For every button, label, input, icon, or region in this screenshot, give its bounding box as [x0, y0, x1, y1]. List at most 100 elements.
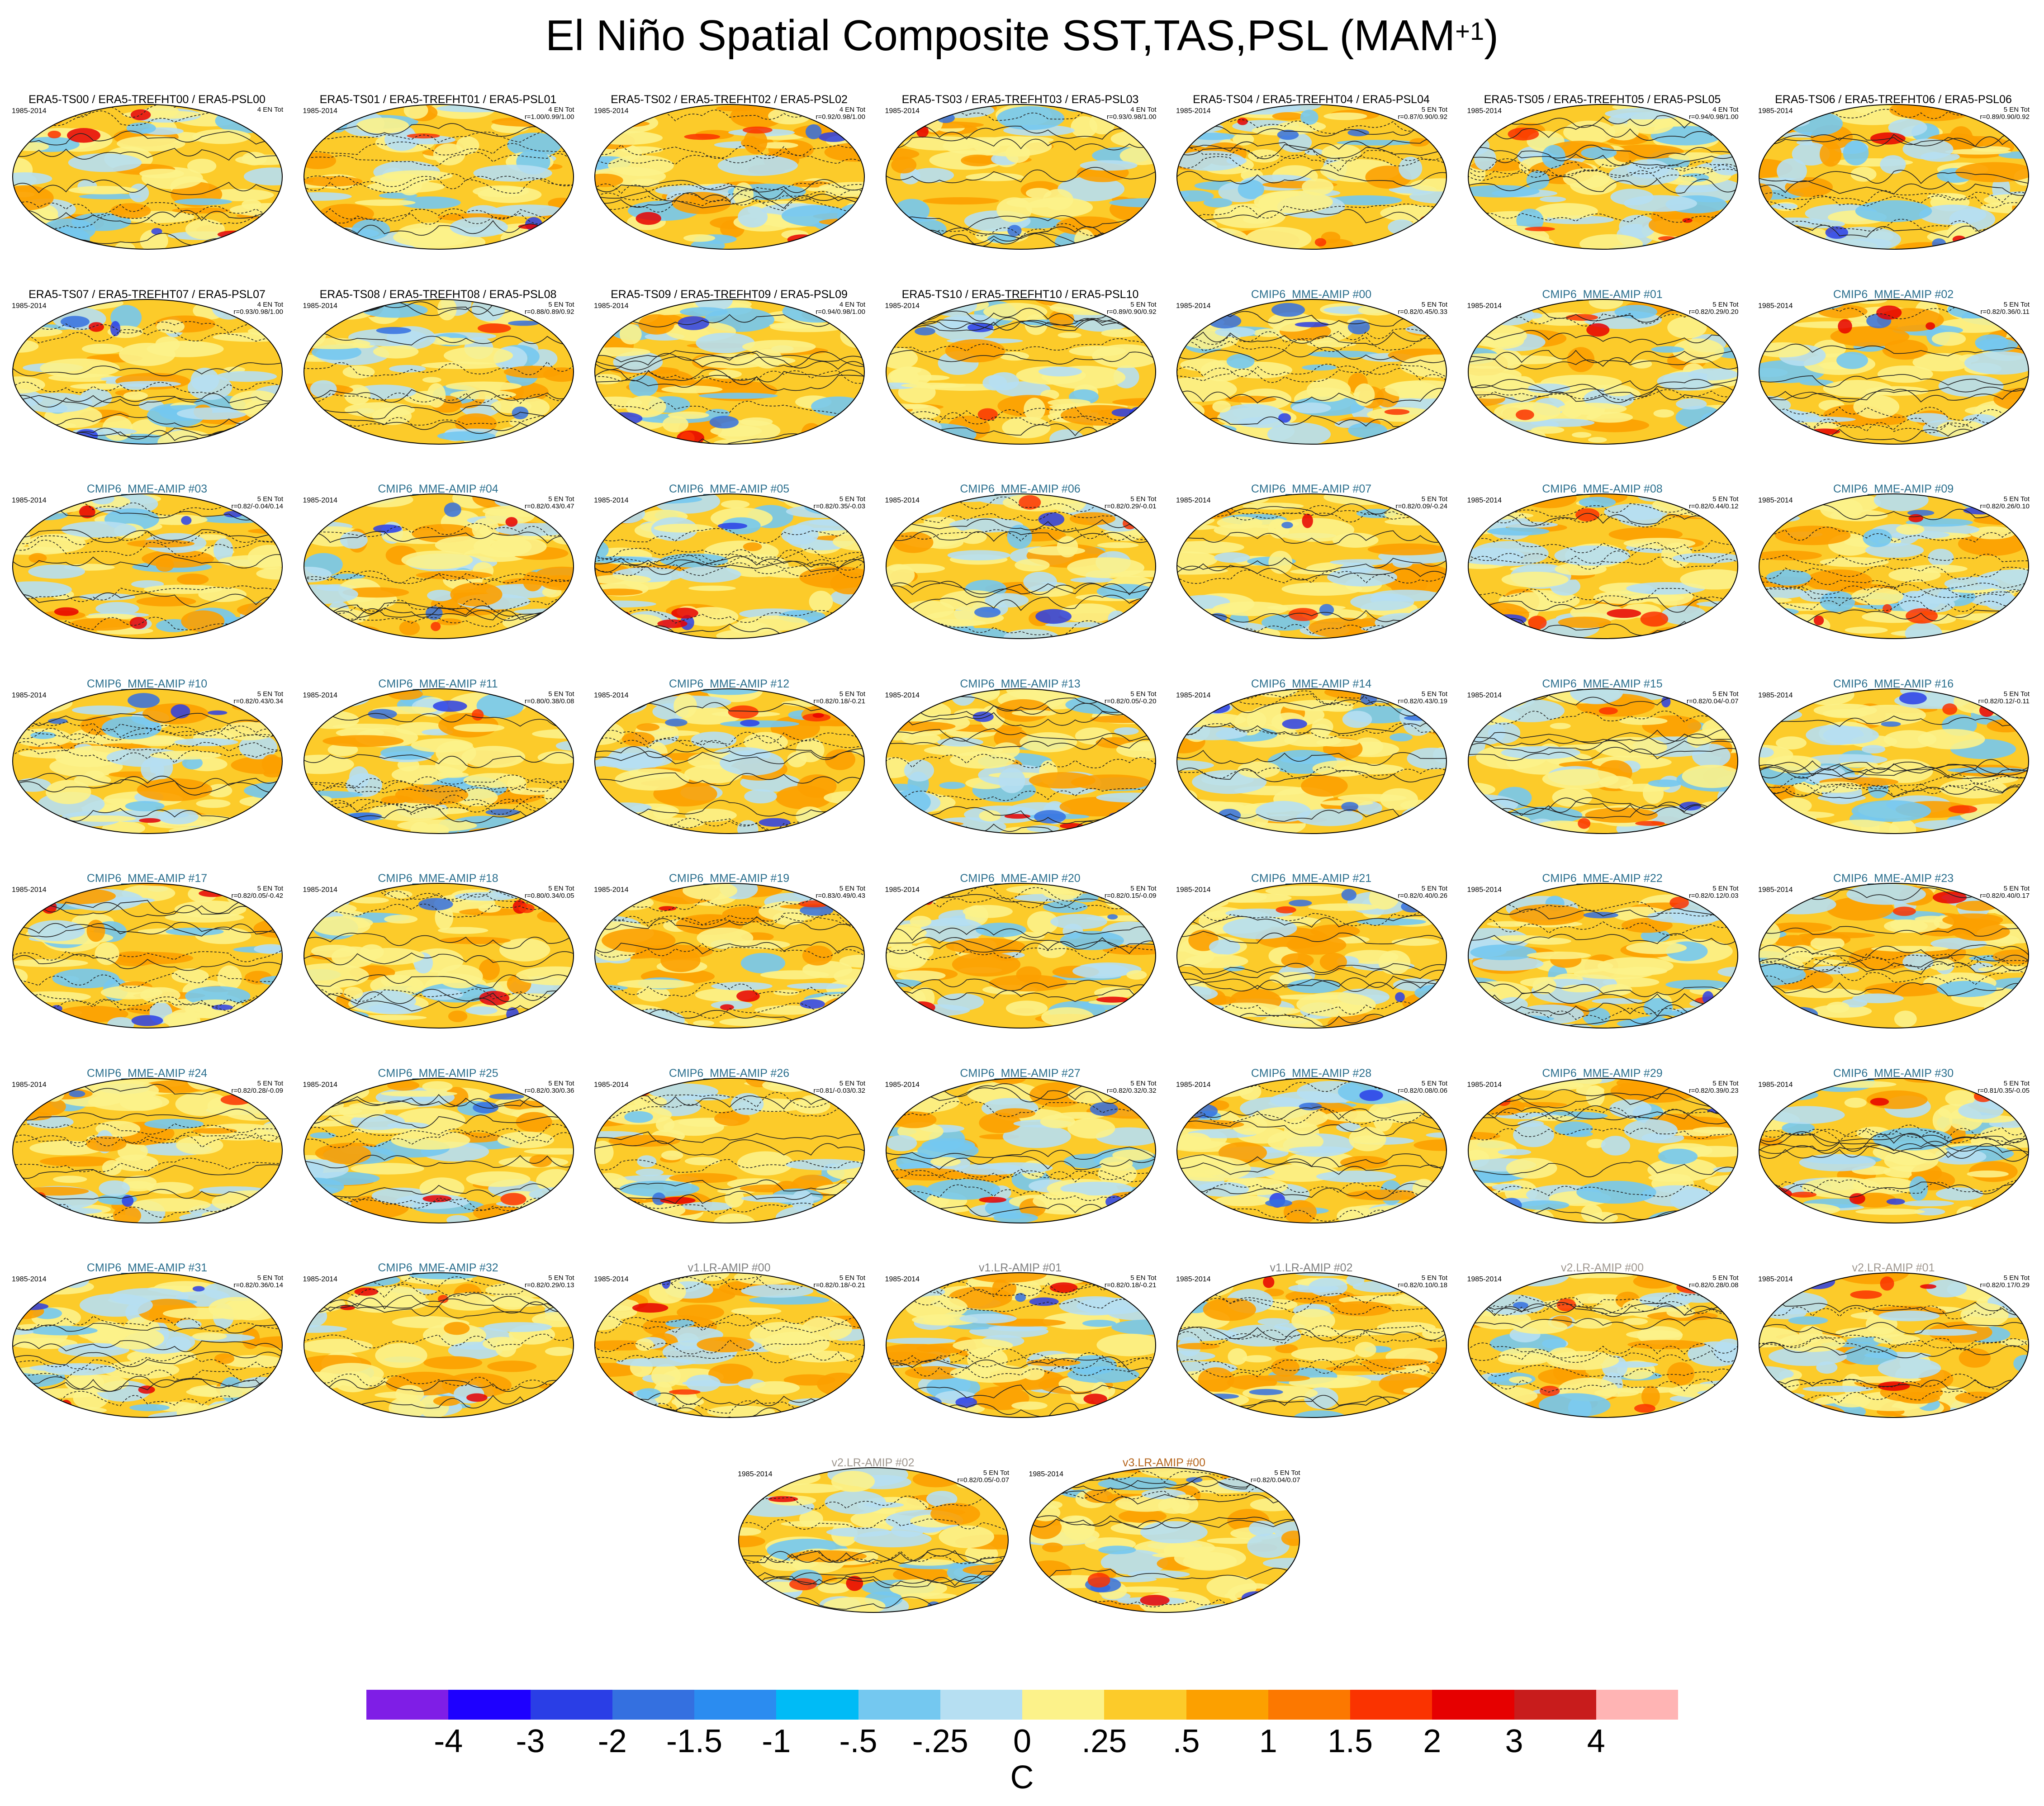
- panel-event-count: 5 EN Tot: [257, 1274, 283, 1282]
- panel-correlation: r=0.82/0.35/-0.03: [813, 502, 865, 510]
- panel-event-count: 5 EN Tot: [839, 885, 865, 892]
- panel-event-count: 5 EN Tot: [2003, 885, 2030, 892]
- panel-title: ERA5-TS03 / ERA5-TREFHT03 / ERA5-PSL03: [901, 93, 1139, 106]
- panel-correlation: r=0.82/0.43/0.47: [524, 502, 574, 510]
- colorbar-box: [1350, 1690, 1432, 1720]
- panel-title: CMIP6_MME-AMIP #25: [378, 1067, 498, 1080]
- colorbar-tick-label: -.25: [912, 1723, 968, 1759]
- map-panel: CMIP6_MME-AMIP #24 1985-2014 5 EN Tot r=0.8…: [5, 1067, 289, 1256]
- colorbar-tick-label: -1.5: [666, 1723, 723, 1759]
- panel-correlation: r=0.82/0.12/-0.11: [1978, 697, 2030, 705]
- panel-years: 1985-2014: [738, 1470, 773, 1478]
- panel-years: 1985-2014: [1758, 107, 1793, 115]
- globe-map: [885, 104, 1156, 250]
- panel-correlation: r=0.93/0.98/1.00: [1106, 113, 1157, 121]
- map-panel: ERA5-TS10 / ERA5-TREFHT10 / ERA5-PSL10 19…: [878, 288, 1163, 478]
- panel-title: CMIP6_MME-AMIP #11: [378, 677, 498, 690]
- panel-event-count: 5 EN Tot: [983, 1469, 1009, 1477]
- map-panel: CMIP6_MME-AMIP #28 1985-2014 5 EN Tot r=0.8…: [1169, 1067, 1454, 1256]
- panel-event-count: 4 EN Tot: [548, 106, 574, 114]
- panel-event-count: 5 EN Tot: [839, 690, 865, 698]
- panel-title: v1.LR-AMIP #02: [1270, 1261, 1353, 1274]
- panel-correlation: r=0.82/0.09/-0.24: [1395, 502, 1447, 510]
- colorbar-box: [1186, 1690, 1268, 1720]
- panel-years: 1985-2014: [12, 1275, 47, 1283]
- panel-event-count: 5 EN Tot: [1130, 690, 1157, 698]
- panel-event-count: 5 EN Tot: [1130, 1274, 1157, 1282]
- panel-title: CMIP6_MME-AMIP #19: [669, 872, 790, 885]
- panel-years: 1985-2014: [303, 302, 338, 310]
- panel-correlation: r=0.81/-0.03/0.32: [813, 1086, 865, 1095]
- map-panel: CMIP6_MME-AMIP #12 1985-2014 5 EN Tot r=0.8…: [587, 677, 872, 867]
- panel-title: CMIP6_MME-AMIP #03: [86, 483, 208, 495]
- panel-years: 1985-2014: [885, 107, 920, 115]
- panel-title: v1.LR-AMIP #01: [979, 1261, 1062, 1274]
- globe-map: [1759, 299, 2029, 445]
- globe-map: [303, 104, 574, 250]
- panel-title: CMIP6_MME-AMIP #32: [378, 1261, 498, 1274]
- panel-title: ERA5-TS05 / ERA5-TREFHT05 / ERA5-PSL05: [1484, 93, 1721, 106]
- panel-years: 1985-2014: [1467, 1081, 1502, 1089]
- panel-correlation: r=0.82/0.05/-0.42: [231, 892, 283, 900]
- panel-correlation: r=0.82/0.36/0.11: [1980, 308, 2030, 316]
- map-panel: CMIP6_MME-AMIP #16 1985-2014 5 EN Tot r=0.8…: [1751, 677, 2036, 867]
- globe-map: [1176, 299, 1447, 445]
- colorbar-tick-label: 0: [1013, 1723, 1032, 1759]
- globe-map: [1759, 493, 2029, 639]
- panel-correlation: r=0.82/0.05/-0.20: [1104, 697, 1157, 705]
- panel-correlation: r=0.82/0.43/0.34: [233, 697, 283, 705]
- panel-title: CMIP6_MME-AMIP #22: [1542, 872, 1663, 885]
- panel-event-count: 5 EN Tot: [548, 1274, 574, 1282]
- globe-map: [12, 1272, 283, 1418]
- map-panel: CMIP6_MME-AMIP #08 1985-2014 5 EN Tot r=0.8…: [1460, 482, 1745, 672]
- panel-years: 1985-2014: [885, 691, 920, 699]
- panel-title: ERA5-TS00 / ERA5-TREFHT00 / ERA5-PSL00: [28, 93, 266, 106]
- panel-years: 1985-2014: [1758, 302, 1793, 310]
- panel-title: CMIP6_MME-AMIP #02: [1833, 288, 1954, 301]
- globe-map: [1759, 104, 2029, 250]
- map-panel: CMIP6_MME-AMIP #07 1985-2014 5 EN Tot r=0.8…: [1169, 482, 1454, 672]
- colorbar-box: [530, 1690, 612, 1720]
- globe-map: [1176, 1272, 1447, 1418]
- panel-years: 1985-2014: [303, 107, 338, 115]
- panel-correlation: r=0.81/0.35/-0.05: [1978, 1086, 2030, 1095]
- colorbar-box: [694, 1690, 777, 1720]
- panel-correlation: r=0.82/0.28/-0.09: [231, 1086, 283, 1095]
- panel-event-count: 5 EN Tot: [257, 885, 283, 892]
- panel-title: CMIP6_MME-AMIP #28: [1251, 1067, 1372, 1080]
- panel-event-count: 5 EN Tot: [2003, 1274, 2030, 1282]
- panel-years: 1985-2014: [1758, 497, 1793, 504]
- panel-years: 1985-2014: [594, 302, 629, 310]
- globe-map: [1467, 493, 1738, 639]
- colorbar-tick-label: 1.5: [1327, 1723, 1373, 1759]
- panel-event-count: 5 EN Tot: [2003, 495, 2030, 503]
- colorbar-tick-label: 4: [1587, 1723, 1605, 1759]
- colorbar-tick-label: -2: [598, 1723, 627, 1759]
- globe-map: [1029, 1467, 1300, 1613]
- map-panel: ERA5-TS06 / ERA5-TREFHT06 / ERA5-PSL06 19…: [1751, 93, 2036, 283]
- globe-map: [1176, 104, 1447, 250]
- panel-event-count: 4 EN Tot: [839, 106, 865, 114]
- colorbar-tick-label: 1: [1259, 1723, 1277, 1759]
- panel-correlation: r=0.82/0.18/-0.21: [813, 697, 865, 705]
- panel-title: CMIP6_MME-AMIP #23: [1833, 872, 1954, 885]
- panel-event-count: 5 EN Tot: [1421, 106, 1447, 114]
- panel-event-count: 5 EN Tot: [1421, 300, 1447, 308]
- panel-correlation: r=0.82/0.26/0.10: [1980, 502, 2030, 510]
- panel-years: 1985-2014: [594, 1275, 629, 1283]
- panel-title: ERA5-TS08 / ERA5-TREFHT08 / ERA5-PSL08: [319, 288, 557, 301]
- page-title: El Niño Spatial Composite SST,TAS,PSL (M…: [545, 11, 1499, 60]
- panel-title: CMIP6_MME-AMIP #14: [1251, 677, 1372, 690]
- globe-map: [1176, 883, 1447, 1029]
- map-panel: CMIP6_MME-AMIP #04 1985-2014 5 EN Tot r=0.8…: [296, 482, 581, 672]
- globe-map: [303, 1077, 574, 1223]
- panel-title: CMIP6_MME-AMIP #17: [86, 872, 208, 885]
- panel-title: v3.LR-AMIP #00: [1123, 1456, 1205, 1469]
- panel-event-count: 5 EN Tot: [1130, 495, 1157, 503]
- panel-event-count: 5 EN Tot: [1421, 690, 1447, 698]
- panel-correlation: r=0.82/0.45/0.33: [1398, 308, 1447, 316]
- panel-years: 1985-2014: [1176, 886, 1211, 894]
- panel-correlation: r=0.94/0.98/1.00: [816, 308, 865, 316]
- panel-years: 1985-2014: [594, 691, 629, 699]
- map-panel: v1.LR-AMIP #01 1985-2014 5 EN Tot r=0.82/0.…: [878, 1261, 1163, 1451]
